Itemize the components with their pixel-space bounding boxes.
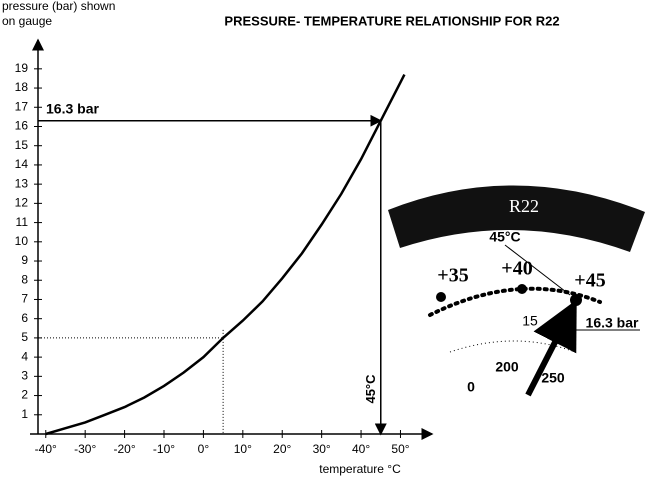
x-tick-label: -10° (153, 442, 175, 456)
gauge-needle (525, 299, 577, 397)
gauge-label: 0 (467, 379, 475, 395)
y-tick-label: 14 (15, 157, 29, 171)
gauge-label: +45 (574, 270, 605, 292)
y-tick-label: 9 (21, 253, 28, 267)
y-tick-label: 2 (21, 388, 28, 402)
gauge-dot (517, 284, 527, 294)
gauge-label: 15 (522, 313, 538, 329)
x-tick-label: 10° (234, 442, 252, 456)
y-axis-label: pressure (bar) shown (2, 0, 115, 13)
x-tick-label: 20° (273, 442, 291, 456)
gauge-band (388, 185, 645, 252)
gauge (388, 185, 645, 397)
y-tick-label: 4 (21, 349, 28, 363)
y-tick-label: 19 (15, 61, 29, 75)
y-tick-label: 6 (21, 311, 28, 325)
x-tick-label: -30° (74, 442, 96, 456)
gauge-label: +40 (501, 258, 532, 280)
y-axis-label: on gauge (2, 14, 52, 28)
x-tick-label: -20° (114, 442, 136, 456)
gauge-label: 250 (541, 370, 565, 386)
x-tick-label: 50° (391, 442, 409, 456)
annotation: 45°C (363, 374, 378, 404)
y-tick-label: 16 (15, 119, 29, 133)
gauge-label: +35 (437, 265, 468, 287)
y-tick-label: 13 (15, 176, 29, 190)
chart-title: PRESSURE- TEMPERATURE RELATIONSHIP FOR R… (224, 13, 559, 28)
y-tick-label: 8 (21, 272, 28, 286)
x-tick-label: 30° (313, 442, 331, 456)
gauge-leader (504, 244, 571, 296)
annotation: 16.3 bar (46, 100, 99, 116)
gauge-scale (449, 340, 576, 353)
x-tick-label: 0° (198, 442, 210, 456)
y-tick-label: 3 (21, 369, 28, 383)
y-tick-label: 15 (15, 138, 29, 152)
gauge-dot (436, 292, 446, 302)
x-axis-label: temperature °C (319, 462, 401, 476)
gauge-title: R22 (509, 196, 539, 216)
gauge-label: 200 (495, 359, 519, 375)
y-tick-label: 17 (15, 99, 29, 113)
gauge-label: 45°C (489, 229, 520, 245)
x-tick-label: -40° (35, 442, 57, 456)
y-tick-label: 5 (21, 330, 28, 344)
y-tick-label: 12 (15, 196, 29, 210)
y-tick-label: 10 (15, 234, 29, 248)
y-tick-label: 7 (21, 292, 28, 306)
y-tick-label: 18 (15, 80, 29, 94)
gauge-label: 16.3 bar (586, 315, 639, 331)
y-tick-label: 1 (21, 407, 28, 421)
line (45, 74, 406, 436)
x-tick-label: 40° (352, 442, 370, 456)
y-tick-label: 11 (16, 215, 29, 229)
